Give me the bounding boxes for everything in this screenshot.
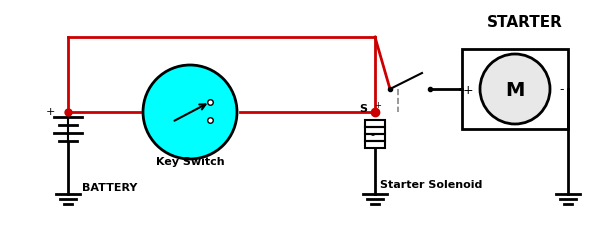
Text: -: - [370, 129, 374, 139]
Text: Starter Solenoid: Starter Solenoid [380, 179, 482, 189]
Text: +: + [46, 106, 55, 116]
Text: -: - [560, 83, 564, 96]
Circle shape [480, 55, 550, 124]
Bar [365, 134, 385, 141]
Text: +: + [374, 100, 381, 109]
Bar [365, 127, 385, 134]
Text: S: S [359, 104, 367, 114]
Text: STARTER: STARTER [487, 15, 563, 29]
Text: M: M [505, 80, 525, 99]
Text: Key Switch: Key Switch [156, 156, 224, 166]
Bar [365, 141, 385, 148]
Circle shape [143, 66, 237, 159]
Text: +: + [463, 83, 473, 96]
Text: BATTERY: BATTERY [82, 182, 137, 192]
Bar [462, 50, 568, 129]
Bar [365, 121, 385, 127]
